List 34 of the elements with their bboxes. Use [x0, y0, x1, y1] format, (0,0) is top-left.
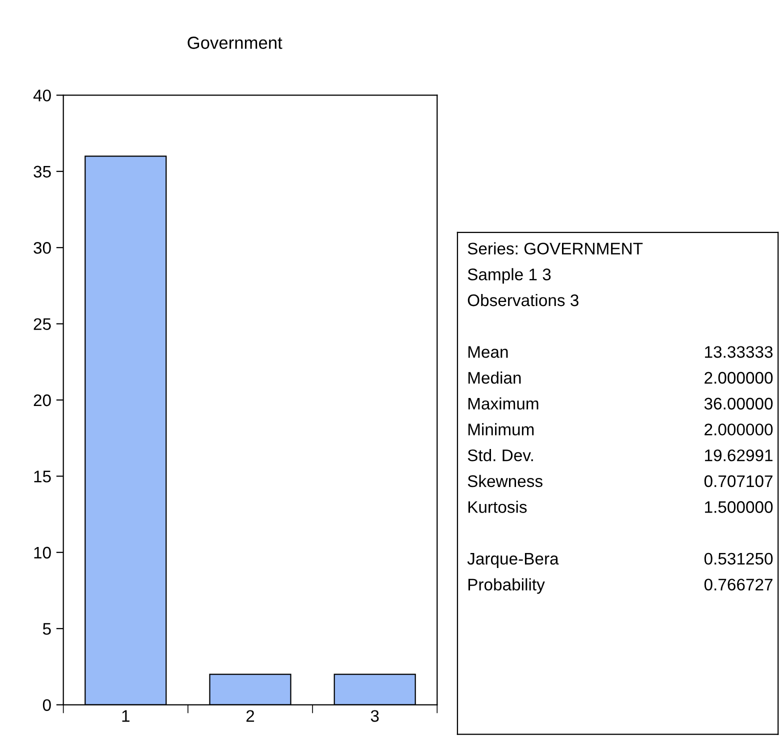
text: 36.00000	[704, 398, 773, 410]
text: 0.707107	[704, 475, 772, 488]
text: Sample 1 3	[468, 268, 551, 284]
y-tick-label: 25	[34, 318, 51, 330]
category-label: Probability	[468, 578, 545, 594]
text: 2.000000	[704, 372, 773, 384]
y-tick-label: 30	[34, 242, 51, 254]
text: 19.62991	[705, 449, 772, 462]
text: Series: GOVERNMENT	[468, 242, 643, 255]
category-label: Minimum	[468, 423, 534, 436]
category-label: Median	[468, 371, 521, 384]
y-tick-label: 15	[34, 470, 51, 482]
category-label: Jarque-Bera	[467, 553, 559, 568]
category-label: Std. Dev.	[468, 449, 533, 462]
text: 0.766727	[704, 578, 772, 590]
chart-title: Government	[188, 36, 282, 49]
category-label: Maximum	[468, 397, 538, 410]
x-tick-label: 3	[370, 710, 379, 722]
y-tick-label: 0	[42, 699, 51, 711]
x-tick-label: 1	[122, 710, 130, 722]
category-label: Mean	[468, 346, 508, 358]
text: 1.500000	[705, 501, 773, 513]
text: 0.531250	[704, 552, 773, 565]
category-label: Skewness	[468, 474, 542, 488]
y-tick-label: 40	[33, 90, 51, 102]
text: 2.000000	[704, 424, 773, 436]
category-label: Kurtosis	[468, 500, 527, 513]
x-tick-label: 2	[246, 710, 254, 722]
text: 13.33333	[705, 346, 773, 358]
text: Observations 3	[468, 294, 578, 306]
y-tick-label: 20	[34, 394, 51, 406]
y-tick-label: 10	[34, 546, 51, 559]
y-tick-label: 35	[34, 166, 51, 178]
y-tick-label: 5	[42, 623, 51, 635]
